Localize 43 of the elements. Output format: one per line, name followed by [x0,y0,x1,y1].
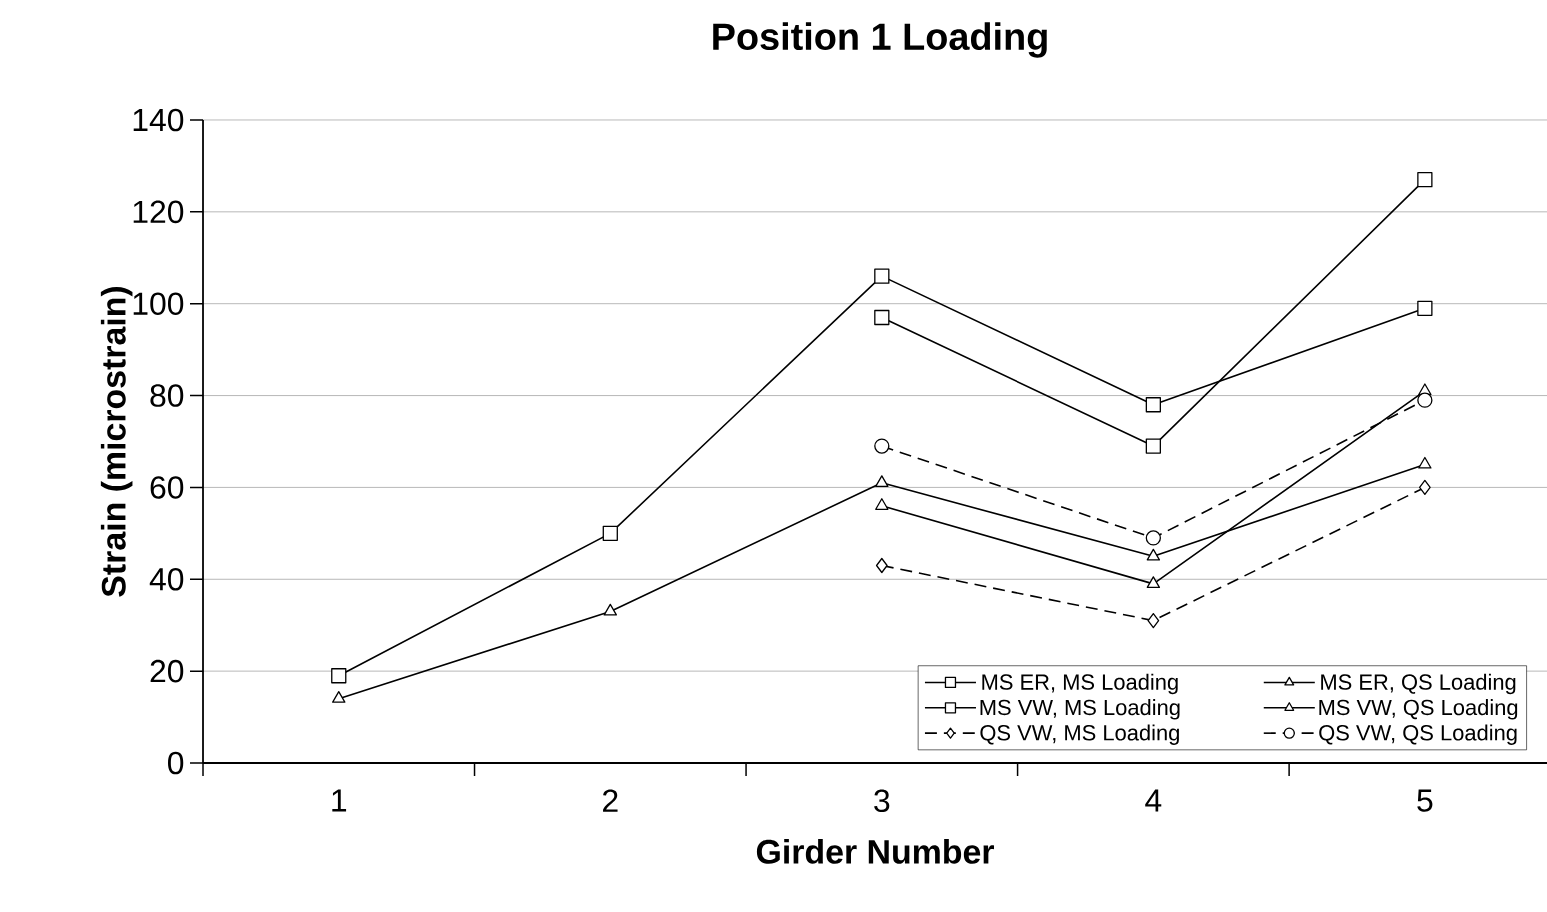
y-tick-label: 100 [133,292,184,315]
legend-label: MS ER, QS Loading [1321,673,1516,695]
point [1418,456,1432,469]
point [1418,479,1431,496]
y-tick-label: 80 [150,384,184,407]
point [1417,172,1433,188]
point [602,525,618,541]
legend-label: MS VW, MS Loading [980,699,1180,720]
y-axis-title: Strain (microstrain) [100,286,133,597]
point [1145,530,1161,546]
x-tick-label: 4 [1145,789,1162,812]
x-axis-title: Girder Number [756,838,995,864]
chart-title: Position 1 Loading [713,22,1047,58]
legend-label: MS ER, MS Loading [982,673,1178,695]
point [874,438,890,454]
point [875,475,889,487]
point [1146,548,1161,561]
point [875,557,888,574]
point [1417,300,1433,316]
point [875,498,889,510]
point [331,668,347,684]
x-tick-label: 2 [603,789,618,812]
legend-label: QS VW, QS Loading [1319,724,1517,745]
legend-label: MS VW, QS Loading [1319,699,1518,720]
point [1145,438,1161,454]
x-tick-label: 5 [1417,789,1433,812]
point [603,603,618,616]
point [1417,392,1433,408]
y-tick-label: 120 [133,200,184,224]
y-tick-label: 20 [150,659,184,683]
legend-label: QS VW, MS Loading [980,724,1179,745]
point [1146,576,1161,589]
point [874,268,890,284]
y-tick-label: 40 [149,568,184,591]
x-tick-label: 3 [874,789,890,813]
y-tick-label: 140 [133,108,184,132]
x-tick-label: 1 [332,789,347,812]
point [874,309,890,326]
y-tick-label: 60 [150,476,184,499]
point [332,691,346,703]
point [1147,612,1160,629]
point [1145,397,1161,413]
y-tick-label: 0 [168,751,184,775]
